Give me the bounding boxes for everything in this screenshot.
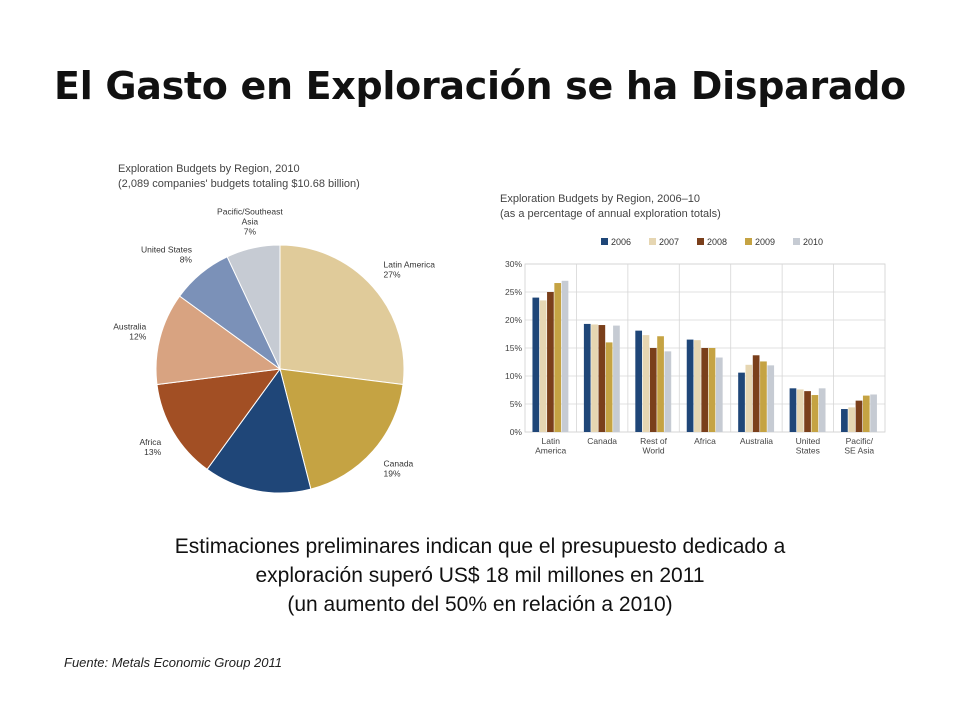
bar-chart-axis: 0% 5% 10% 15% 20% 25% 30% Latin America Canada Res…: [505, 259, 874, 456]
bar-chart-legend: 2006 2007 2008 2009 2010: [601, 237, 823, 247]
bar-united-states-2006: [789, 388, 797, 432]
bar-chart-subtitle: (as a percentage of annual exploration t…: [500, 208, 721, 220]
pie-label-latin-america: Latin America 27%: [384, 260, 436, 280]
bar-rest-of-world-2010: [664, 351, 672, 432]
pie-slices: [155, 244, 405, 493]
bar-united-states-2007: [796, 389, 804, 432]
bar-latin-america-2007: [539, 300, 547, 432]
body-line-2: exploración superó US$ 18 mil millones e…: [255, 564, 705, 587]
bar-canada-2009: [605, 342, 613, 432]
bar-australia-2008: [752, 355, 760, 432]
pie-chart: Exploration Budgets by Region, 2010 (2,0…: [113, 163, 436, 493]
bar-rest-of-world-2006: [635, 330, 643, 432]
legend-swatch-2010: [793, 238, 800, 245]
bar-united-states-2008: [804, 391, 811, 432]
bar-africa-2009: [708, 348, 716, 432]
pie-label-canada: Canada 19%: [384, 458, 414, 478]
legend-label-2007: 2007: [659, 237, 679, 247]
legend-swatch-2009: [745, 238, 752, 245]
pie-label-australia: Australia 12%: [113, 322, 147, 342]
bar-chart: Exploration Budgets by Region, 2006–10 (…: [500, 193, 886, 456]
y-tick-label-5: 5%: [510, 399, 523, 409]
bar-pacific-se-asia-2006: [841, 409, 848, 432]
bar-australia-2006: [738, 372, 745, 432]
bar-africa-2006: [686, 339, 694, 432]
legend-label-2009: 2009: [755, 237, 775, 247]
pie-slice-rest-of-world: [206, 367, 312, 493]
pie-chart-title: Exploration Budgets by Region, 2010: [118, 163, 300, 175]
y-tick-label-0: 0%: [510, 427, 523, 437]
pie-label-united-states: United States 8%: [141, 245, 192, 265]
bar-latin-america-2006: [532, 297, 540, 432]
pie-slice-pacific-southeast-asia: [226, 244, 281, 370]
bar-australia-2009: [760, 361, 767, 432]
slide-title: El Gasto en Exploración se ha Disparado: [54, 64, 906, 108]
bar-canada-2008: [598, 325, 606, 432]
bar-africa-2010: [715, 357, 723, 432]
bar-pacific-se-asia-2010: [870, 394, 877, 432]
pie-slice-canada: [279, 368, 404, 490]
bar-united-states-2009: [811, 395, 819, 432]
bar-latin-america-2009: [554, 283, 562, 432]
x-tick-label-united-states: United States: [796, 436, 821, 456]
y-tick-label-20: 20%: [505, 315, 522, 325]
bar-canada-2007: [591, 324, 598, 432]
bar-pacific-se-asia-2007: [848, 407, 856, 432]
legend-swatch-2008: [697, 238, 704, 245]
x-tick-label-pacific-se-asia: Pacific/SE Asia: [844, 436, 874, 456]
pie-chart-subtitle: (2,089 companies' budgets totaling $10.6…: [118, 178, 360, 190]
y-tick-label-10: 10%: [505, 371, 522, 381]
y-tick-label-25: 25%: [505, 287, 522, 297]
bar-pacific-se-asia-2009: [862, 395, 870, 432]
source-note: Fuente: Metals Economic Group 2011: [64, 655, 282, 670]
legend-label-2008: 2008: [707, 237, 727, 247]
y-tick-label-30: 30%: [505, 259, 522, 269]
body-line-3: (un aumento del 50% en relación a 2010): [287, 593, 673, 616]
bar-chart-bars: [532, 280, 877, 432]
bar-chart-title: Exploration Budgets by Region, 2006–10: [500, 193, 700, 205]
bar-africa-2008: [701, 348, 709, 432]
y-tick-label-15: 15%: [505, 343, 522, 353]
bar-united-states-2010: [818, 388, 826, 432]
bar-latin-america-2010: [561, 280, 569, 432]
bar-australia-2010: [767, 365, 775, 432]
bar-rest-of-world-2007: [642, 335, 650, 432]
x-tick-label-africa: Africa: [694, 436, 716, 446]
body-line-1: Estimaciones preliminares indican que el…: [174, 535, 786, 558]
pie-slice-africa: [156, 368, 282, 471]
x-tick-label-australia: Australia: [740, 436, 773, 446]
pie-slice-latin-america: [279, 244, 405, 386]
bar-rest-of-world-2008: [649, 348, 657, 432]
bar-australia-2007: [745, 364, 753, 432]
bar-rest-of-world-2009: [657, 336, 664, 432]
x-tick-label-rest-of-world: Rest of World: [640, 436, 668, 456]
legend-label-2010: 2010: [803, 237, 823, 247]
bar-latin-america-2008: [547, 292, 554, 432]
bar-canada-2010: [613, 325, 620, 432]
bar-pacific-se-asia-2008: [855, 400, 863, 432]
x-tick-label-canada: Canada: [587, 436, 617, 446]
pie-label-pacific-southeast-asia: Pacific/Southeast Asia 7%: [217, 206, 283, 236]
bar-canada-2006: [583, 323, 591, 432]
legend-label-2006: 2006: [611, 237, 631, 247]
body-text: Estimaciones preliminares indican que el…: [60, 532, 900, 619]
legend-swatch-2007: [649, 238, 656, 245]
pie-label-africa: Africa 13%: [139, 437, 161, 457]
x-tick-label-latin-america: Latin America: [535, 436, 566, 456]
pie-slice-australia: [155, 295, 282, 386]
legend-swatch-2006: [601, 238, 608, 245]
bar-africa-2007: [694, 340, 701, 432]
